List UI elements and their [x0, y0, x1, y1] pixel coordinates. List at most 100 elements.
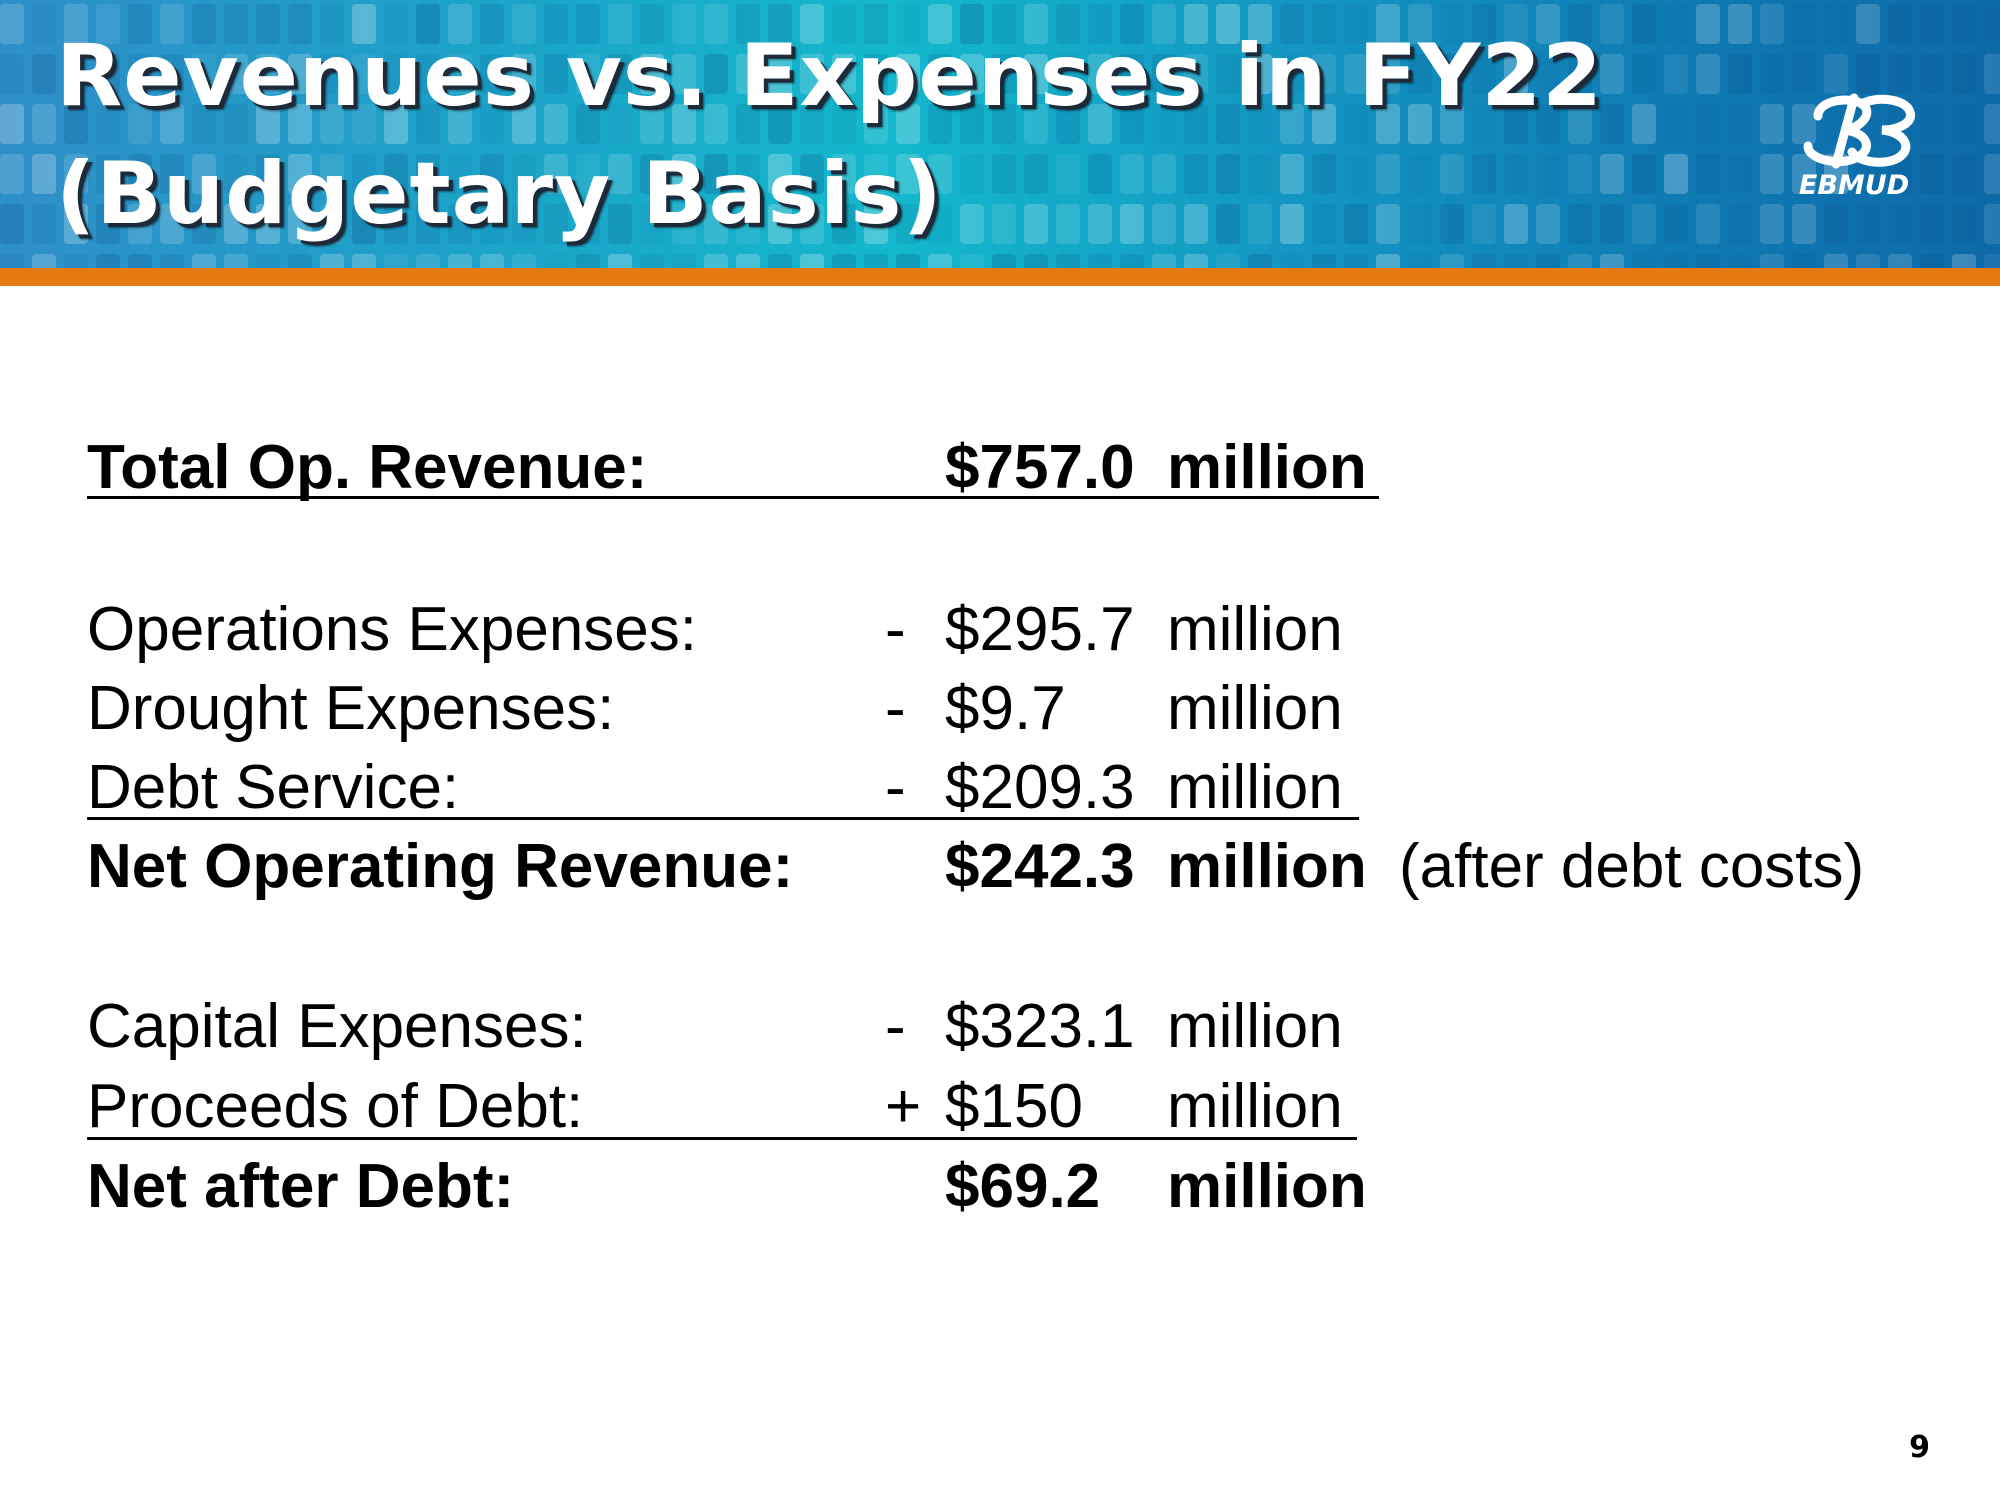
header-tile [1696, 254, 1720, 268]
header-tile [32, 104, 56, 144]
header-tile [160, 54, 184, 94]
header-tile [640, 254, 664, 268]
header-tile [416, 54, 440, 94]
header-tile [224, 254, 248, 268]
header-tile [64, 4, 88, 44]
header-tile [1984, 104, 2000, 144]
header-tile [192, 4, 216, 44]
header-tile [1536, 54, 1560, 94]
header-tile [1312, 54, 1336, 94]
row-unit: million [1167, 1072, 1343, 1141]
header-tile [96, 54, 120, 94]
header-tile [416, 204, 440, 244]
header-tile [1952, 154, 1976, 194]
header-tile [96, 154, 120, 194]
row-unit: million [1167, 753, 1343, 822]
header-tile [544, 104, 568, 144]
header-tile [1600, 4, 1624, 44]
header-tile [160, 254, 184, 268]
header-tile [512, 54, 536, 94]
header-tile [1664, 154, 1688, 194]
header-tile [1504, 154, 1528, 194]
header-tile [800, 254, 824, 268]
header-tile [768, 104, 792, 144]
row-amount: $209.3 [945, 753, 1135, 822]
header-tile [832, 104, 856, 144]
header-tile [320, 4, 344, 44]
header-tile [352, 4, 376, 44]
header-tile [1248, 54, 1272, 94]
header-tile [1472, 154, 1496, 194]
row-note: (after debt costs) [1399, 832, 1865, 901]
header-tile [1600, 254, 1624, 268]
header-tile [576, 54, 600, 94]
header-tile [1024, 154, 1048, 194]
header-tile [608, 154, 632, 194]
header-tile [32, 204, 56, 244]
header-tile [1856, 204, 1880, 244]
row-amount: $757.0 [945, 433, 1135, 502]
header-tile [1824, 54, 1848, 94]
header-tile [1600, 204, 1624, 244]
header-tile [416, 104, 440, 144]
header-tile [672, 104, 696, 144]
header-tile [1056, 154, 1080, 194]
header-tile [1088, 4, 1112, 44]
row-label: Proceeds of Debt: [87, 1072, 584, 1141]
header-tile [1568, 254, 1592, 268]
header-tile [1952, 4, 1976, 44]
header-tile [608, 54, 632, 94]
header-tile [608, 4, 632, 44]
header-tile [1376, 154, 1400, 194]
row-amount: $295.7 [945, 595, 1135, 664]
header-tile [1344, 54, 1368, 94]
header-tile [1600, 54, 1624, 94]
page-number: 9 [1909, 1430, 1930, 1465]
header-tile [1312, 154, 1336, 194]
header-tile [928, 204, 952, 244]
header-tile [1280, 104, 1304, 144]
row-label: Net Operating Revenue: [87, 832, 794, 901]
header-tile [1792, 204, 1816, 244]
header-tile [1408, 204, 1432, 244]
header-tile [992, 254, 1016, 268]
header-tile [1984, 204, 2000, 244]
header-tile [736, 154, 760, 194]
header-tile [1216, 204, 1240, 244]
header-tile [1120, 154, 1144, 194]
header-tile [416, 254, 440, 268]
header-tile [1696, 204, 1720, 244]
row-unit: million [1167, 992, 1343, 1061]
header-tile [1280, 154, 1304, 194]
header-tile [288, 4, 312, 44]
header-tile [800, 4, 824, 44]
header-tile [1760, 254, 1784, 268]
header-tile [0, 54, 24, 94]
header-tile [1024, 254, 1048, 268]
header-tile [1376, 104, 1400, 144]
header-tile [1440, 54, 1464, 94]
row-sign: - [885, 674, 906, 743]
header-tile [128, 204, 152, 244]
header-tile [1920, 4, 1944, 44]
header-tile [1760, 104, 1784, 144]
header-tile [128, 54, 152, 94]
header-tile [1408, 104, 1432, 144]
header-tile [1216, 154, 1240, 194]
header-tile [224, 204, 248, 244]
header-tile [1536, 104, 1560, 144]
header-tile [1696, 4, 1720, 44]
row-sign: - [885, 753, 906, 822]
header-tile [1120, 4, 1144, 44]
header-tile [32, 4, 56, 44]
header-tile [1888, 254, 1912, 268]
header-tile [1152, 4, 1176, 44]
header-tile [608, 104, 632, 144]
header-tile [1792, 4, 1816, 44]
header-tile [1760, 154, 1784, 194]
header-tile [960, 204, 984, 244]
row-amount: $150 [945, 1072, 1083, 1141]
header-tile [864, 4, 888, 44]
header-tile [1088, 204, 1112, 244]
header-tile [1120, 104, 1144, 144]
